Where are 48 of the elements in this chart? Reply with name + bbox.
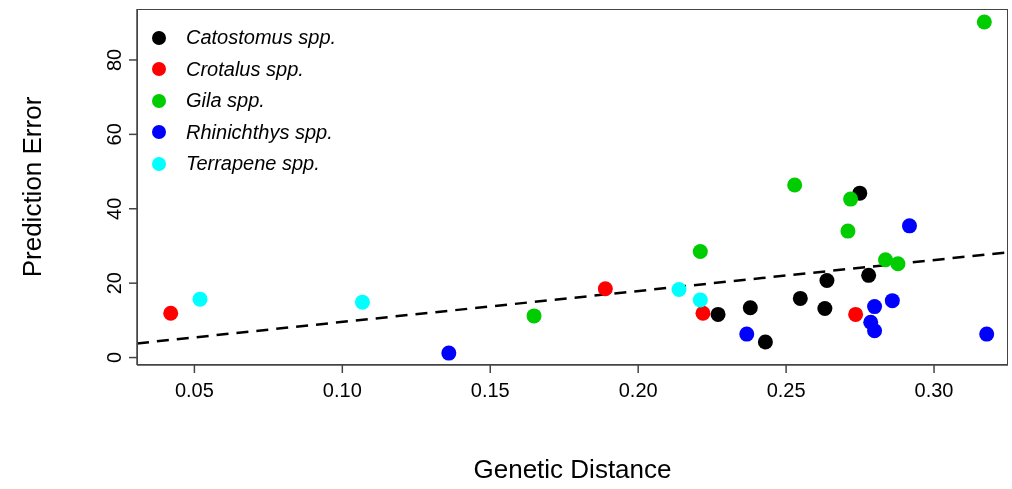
point: [843, 191, 859, 207]
x-tick-label: 0.10: [322, 379, 362, 401]
point: [979, 326, 995, 342]
point: [867, 299, 883, 315]
point: [757, 334, 773, 350]
point: [792, 290, 808, 306]
legend-label: Catostomus spp.: [186, 26, 337, 50]
point: [787, 177, 803, 193]
y-tick-label: 60: [103, 123, 125, 146]
x-tick-label: 0.30: [914, 379, 954, 401]
point: [817, 300, 833, 316]
point: [695, 305, 711, 321]
point: [441, 345, 457, 361]
legend-label: Rhinichthys spp.: [186, 120, 333, 144]
y-tick-label: 40: [103, 197, 125, 220]
point: [867, 323, 883, 339]
legend-label: Terrapene spp.: [186, 152, 320, 176]
x-tick-label: 0.25: [766, 379, 806, 401]
point: [976, 14, 992, 30]
point: [671, 281, 687, 297]
point: [692, 244, 708, 260]
y-tick-label: 80: [103, 48, 125, 72]
point: [192, 291, 208, 307]
point: [901, 218, 917, 234]
point: [840, 223, 856, 239]
y-tick-label: 0: [103, 352, 125, 364]
point: [890, 256, 906, 272]
point: [861, 267, 877, 283]
point: [878, 252, 894, 268]
point: [597, 281, 613, 297]
point: [354, 294, 370, 310]
point: [163, 305, 179, 321]
point: [742, 300, 758, 316]
point: [739, 326, 755, 342]
point: [819, 273, 835, 289]
point: [884, 293, 900, 309]
x-tick-label: 0.05: [174, 379, 214, 401]
x-axis-title: Genetic Distance: [473, 454, 672, 484]
legend-label: Crotalus spp.: [186, 57, 304, 81]
y-axis-title: Prediction Error: [16, 96, 47, 278]
y-tick-label: 20: [103, 272, 125, 295]
point: [710, 306, 726, 322]
point: [526, 308, 542, 324]
point: [848, 306, 864, 322]
x-tick-label: 0.20: [618, 379, 658, 401]
x-tick-label: 0.15: [470, 379, 510, 401]
point: [692, 292, 708, 308]
legend-label: Gila spp.: [186, 89, 265, 113]
